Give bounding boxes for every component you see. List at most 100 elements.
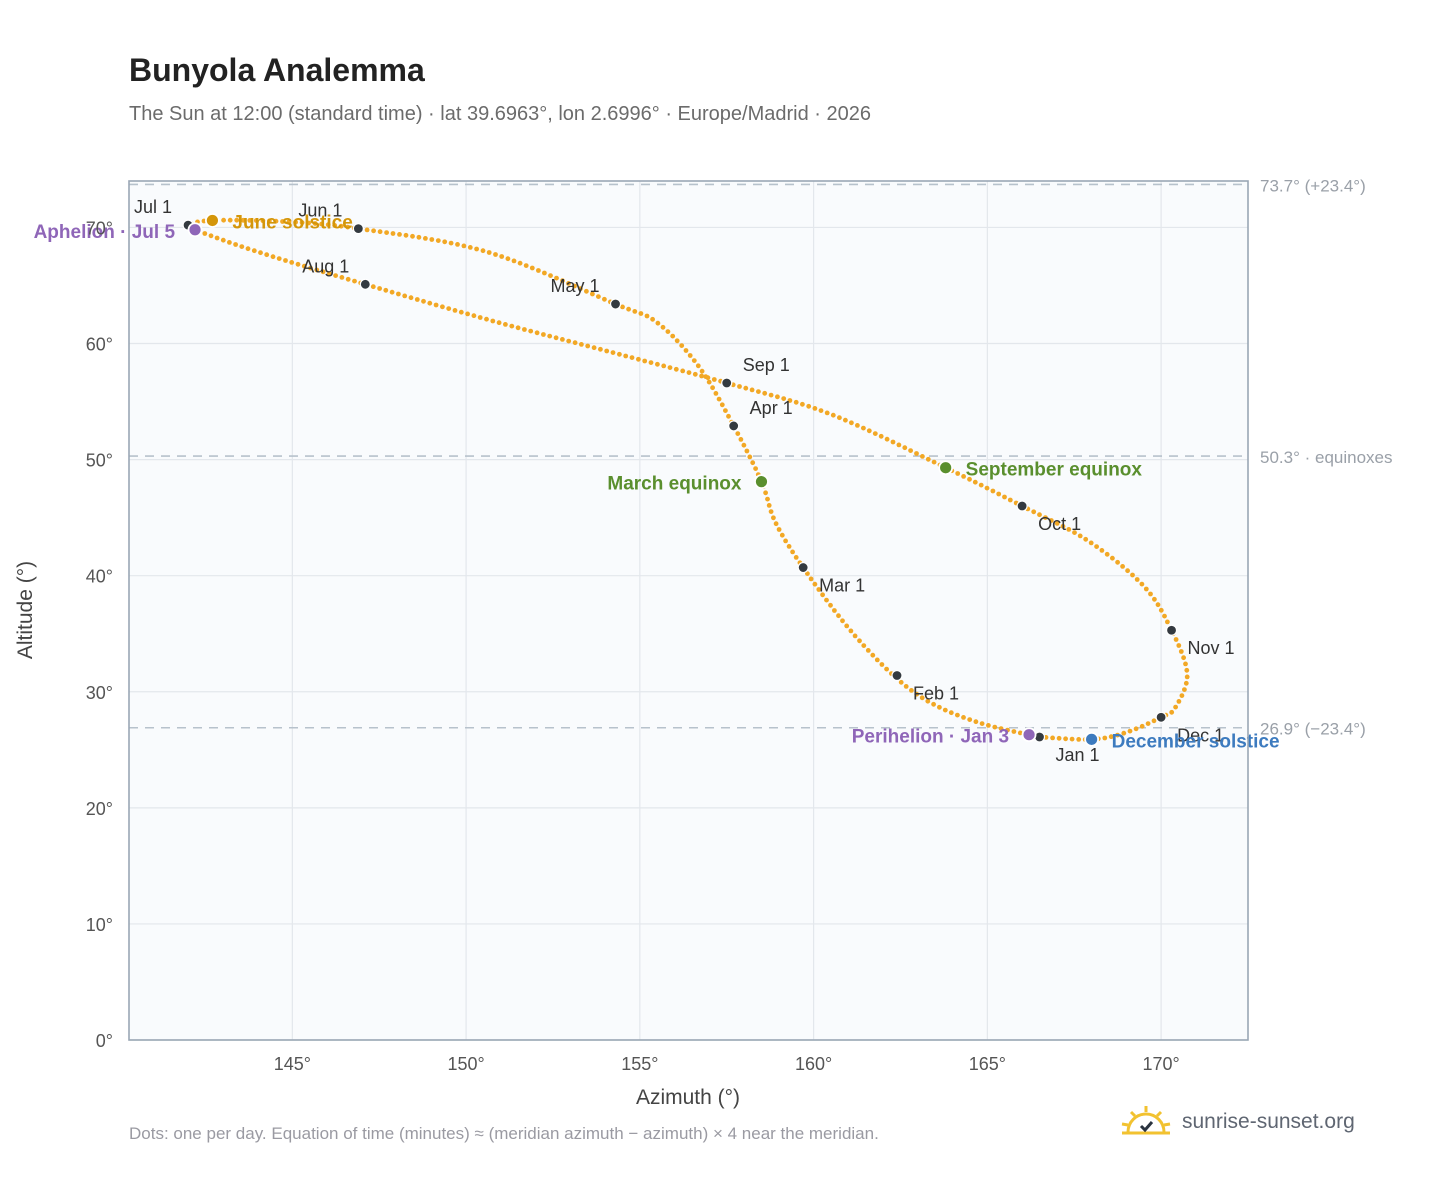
daily-sun-dot	[423, 236, 428, 241]
daily-sun-dot	[771, 515, 776, 521]
daily-sun-dot	[840, 618, 845, 624]
daily-sun-dot	[490, 318, 496, 324]
daily-sun-dot	[816, 587, 822, 592]
daily-sun-dot	[909, 688, 914, 693]
month-marker	[891, 669, 903, 682]
daily-sun-dot	[1151, 718, 1157, 724]
daily-sun-dot	[617, 351, 622, 357]
daily-sun-dot	[805, 571, 810, 576]
daily-sun-dot	[642, 358, 648, 364]
y-tick-label: 30°	[86, 683, 113, 703]
month-marker	[1016, 500, 1028, 512]
month-label: Nov 1	[1188, 638, 1235, 658]
daily-sun-dot	[855, 423, 860, 428]
daily-sun-dot	[699, 373, 704, 379]
daily-sun-dot	[683, 348, 689, 353]
daily-sun-dot	[1176, 699, 1182, 704]
daily-sun-dot	[948, 710, 954, 716]
daily-sun-dot	[723, 408, 728, 413]
daily-sun-dot	[1043, 515, 1048, 520]
daily-sun-dot	[979, 721, 985, 726]
daily-sun-dot	[414, 297, 420, 302]
daily-sun-dot	[402, 293, 408, 299]
daily-sun-dot	[515, 325, 521, 331]
daily-sun-dot	[221, 217, 227, 223]
x-tick-label: 160°	[795, 1054, 832, 1074]
daily-sun-dot	[312, 221, 318, 226]
daily-sun-dot	[623, 353, 629, 359]
special-label: June solstice	[232, 212, 352, 233]
daily-sun-dot	[1077, 533, 1083, 539]
daily-sun-dot	[984, 485, 990, 491]
month-marker	[1165, 624, 1178, 636]
daily-sun-dot	[1002, 494, 1007, 500]
daily-sun-dot	[673, 366, 679, 372]
y-tick-label: 0°	[96, 1031, 113, 1051]
x-tick-label: 145°	[274, 1054, 311, 1074]
daily-sun-dot	[884, 436, 890, 442]
daily-sun-dot	[990, 488, 996, 494]
daily-sun-dot	[1127, 728, 1133, 734]
daily-sun-dot	[1069, 736, 1075, 742]
daily-sun-dot	[861, 643, 867, 648]
brand[interactable]: sunrise-sunset.org	[1120, 1104, 1355, 1140]
daily-sun-dot	[1037, 512, 1042, 518]
daily-sun-dot	[227, 217, 233, 223]
daily-sun-dot	[1165, 619, 1170, 625]
daily-sun-dot	[973, 719, 979, 725]
daily-sun-dot	[691, 358, 697, 363]
daily-sun-dot	[961, 715, 966, 720]
daily-sun-dot	[1056, 735, 1062, 741]
daily-sun-dot	[280, 219, 285, 224]
daily-sun-dot	[765, 496, 770, 502]
month-label: Jan 1	[1055, 745, 1099, 765]
daily-sun-dot	[541, 332, 546, 337]
daily-sun-dot	[1120, 564, 1125, 569]
daily-sun-dot	[267, 218, 272, 224]
daily-sun-dot	[737, 384, 742, 389]
daily-sun-dot	[1162, 613, 1167, 619]
daily-sun-dot	[719, 402, 725, 408]
daily-sun-dot	[793, 399, 799, 405]
daily-sun-dot	[416, 234, 422, 240]
daily-sun-dot	[818, 408, 824, 413]
daily-sun-dot	[496, 320, 502, 326]
daily-sun-dot	[1121, 730, 1127, 736]
daily-sun-dot	[806, 403, 812, 409]
daily-sun-dot	[446, 306, 452, 311]
daily-sun-dot	[872, 431, 878, 436]
month-marker	[721, 377, 733, 389]
x-tick-label: 165°	[969, 1054, 1006, 1074]
daily-sun-dot	[753, 466, 758, 471]
daily-sun-dot	[967, 476, 972, 482]
daily-sun-dot	[227, 240, 232, 245]
month-label: Feb 1	[913, 684, 959, 704]
daily-sun-dot	[1178, 649, 1184, 654]
daily-sun-dot	[1179, 693, 1185, 698]
daily-sun-dot	[655, 320, 661, 326]
daily-sun-dot	[596, 294, 601, 299]
daily-sun-dot	[590, 291, 595, 297]
daily-sun-dot	[896, 442, 902, 448]
daily-sun-dot	[610, 350, 616, 355]
daily-sun-dot	[499, 254, 505, 259]
daily-sun-dot	[781, 396, 787, 401]
brand-name: sunrise-sunset.org	[1182, 1110, 1355, 1133]
daily-sun-dot	[480, 248, 486, 254]
daily-sun-dot	[276, 256, 282, 261]
month-label: Dec 1	[1177, 725, 1224, 745]
daily-sun-dot	[931, 701, 936, 707]
daily-sun-dot	[1063, 736, 1068, 742]
special-label: September equinox	[966, 460, 1143, 481]
daily-sun-dot	[579, 342, 584, 347]
daily-sun-dot	[744, 448, 750, 454]
daily-sun-dot	[687, 353, 693, 358]
daily-sun-dot	[920, 454, 925, 459]
special-label: March equinox	[607, 474, 742, 495]
daily-sun-dot	[763, 490, 768, 496]
daily-sun-dot	[427, 300, 433, 306]
daily-sun-dot	[253, 218, 259, 223]
y-axis-label: Altitude (°)	[14, 561, 37, 659]
daily-sun-dot	[776, 527, 782, 532]
daily-sun-dot	[1099, 548, 1105, 553]
